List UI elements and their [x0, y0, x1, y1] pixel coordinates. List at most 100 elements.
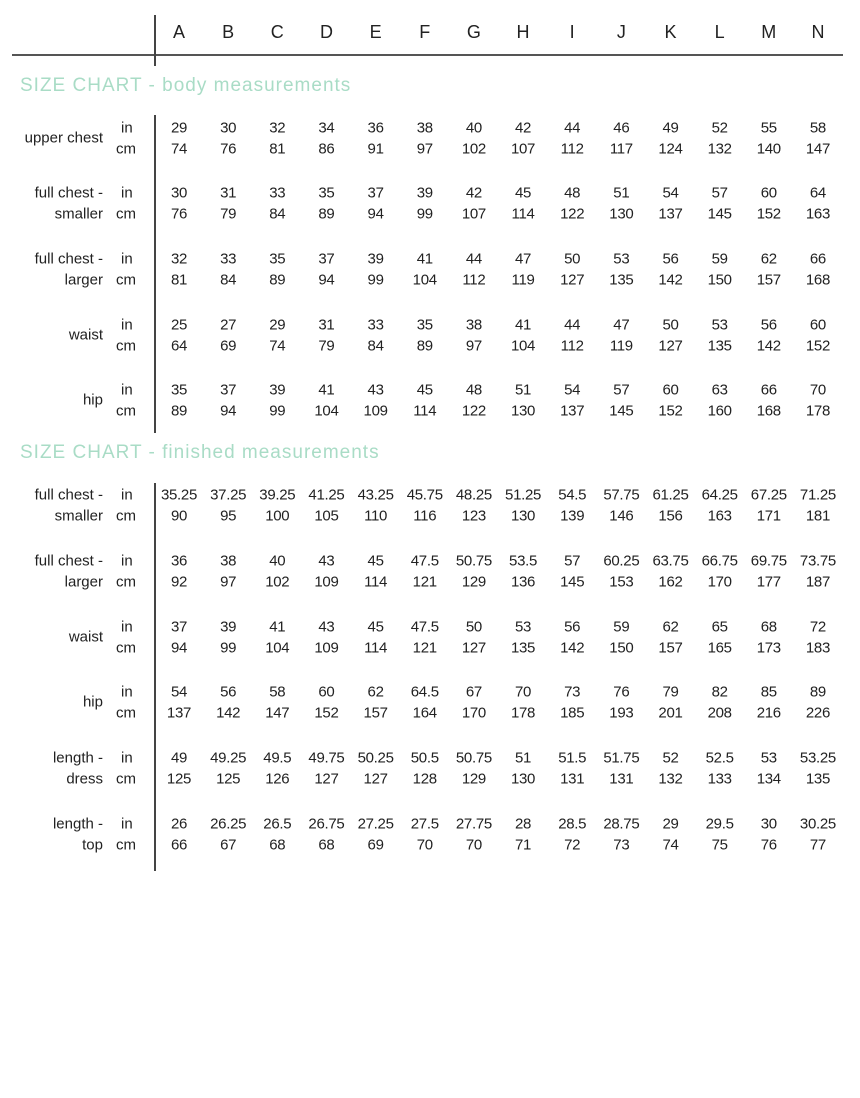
unit-cm: cm	[116, 770, 136, 788]
value-in-M: 53	[760, 749, 777, 767]
unit-cm: cm	[116, 337, 136, 355]
value-in-C: 39	[269, 381, 286, 399]
row-label: dress	[66, 770, 103, 788]
value-cm-B: 79	[220, 205, 237, 223]
value-in-K: 62	[662, 618, 679, 636]
value-cm-N: 181	[805, 507, 831, 525]
value-in-N: 71.25	[799, 486, 836, 504]
value-cm-N: 135	[805, 770, 831, 788]
value-in-C: 41	[269, 618, 286, 636]
value-cm-G: 112	[462, 271, 486, 289]
size-header-B: B	[222, 22, 235, 42]
value-in-J: 28.75	[603, 815, 640, 833]
value-cm-M: 134	[756, 770, 781, 788]
value-in-L: 29.5	[705, 815, 734, 833]
value-cm-C: 104	[265, 639, 290, 657]
value-in-G: 38	[465, 316, 482, 334]
value-in-K: 63.75	[652, 552, 689, 570]
value-in-N: 53.25	[799, 749, 836, 767]
value-in-J: 51.75	[603, 749, 640, 767]
value-cm-C: 99	[269, 402, 286, 420]
value-in-M: 55	[760, 119, 777, 137]
value-in-N: 66	[809, 250, 826, 268]
unit-in: in	[121, 184, 133, 202]
value-in-B: 38	[220, 552, 237, 570]
value-cm-H: 178	[510, 704, 536, 722]
value-in-I: 57	[564, 552, 581, 570]
value-cm-C: 68	[269, 836, 286, 854]
value-cm-A: 66	[170, 836, 188, 854]
value-cm-J: 131	[609, 770, 634, 788]
value-cm-D: 127	[314, 770, 339, 788]
value-cm-F: 89	[416, 337, 433, 355]
value-in-M: 30	[760, 815, 777, 833]
value-in-J: 76	[613, 683, 630, 701]
value-in-B: 56	[220, 683, 237, 701]
value-in-K: 52	[662, 749, 679, 767]
value-in-C: 26.5	[263, 815, 292, 833]
value-cm-D: 152	[314, 704, 339, 722]
value-in-H: 70	[515, 683, 532, 701]
value-in-D: 43	[318, 618, 335, 636]
value-in-E: 37	[367, 184, 384, 202]
value-cm-B: 67	[220, 836, 237, 854]
value-in-A: 25	[170, 316, 188, 334]
value-in-J: 57	[613, 381, 630, 399]
value-in-G: 42	[465, 184, 482, 202]
value-cm-M: 168	[756, 402, 781, 420]
value-cm-G: 123	[461, 507, 486, 525]
value-cm-I: 142	[560, 639, 585, 657]
value-cm-N: 168	[805, 271, 831, 289]
value-cm-H: 71	[515, 836, 532, 854]
value-cm-M: 173	[756, 639, 781, 657]
row-label: full chest -	[34, 552, 103, 570]
size-header-I: I	[569, 22, 575, 42]
value-in-H: 51	[515, 749, 532, 767]
value-in-I: 44	[564, 119, 581, 137]
value-in-H: 51	[515, 381, 532, 399]
value-in-D: 60	[318, 683, 335, 701]
value-cm-D: 109	[314, 573, 339, 591]
value-cm-H: 130	[510, 770, 536, 788]
value-in-A: 30	[170, 184, 188, 202]
value-in-L: 57	[711, 184, 728, 202]
unit-cm: cm	[116, 507, 136, 525]
value-in-C: 40	[269, 552, 286, 570]
value-in-G: 27.75	[455, 815, 492, 833]
value-in-E: 43	[367, 381, 384, 399]
value-cm-B: 94	[220, 402, 237, 420]
value-in-M: 68	[760, 618, 777, 636]
value-cm-N: 187	[805, 573, 831, 591]
value-cm-J: 73	[613, 836, 630, 854]
value-cm-G: 70	[465, 836, 482, 854]
value-in-B: 27	[220, 316, 237, 334]
value-in-F: 64.5	[410, 683, 439, 701]
value-in-D: 37	[318, 250, 335, 268]
value-in-E: 39	[367, 250, 384, 268]
value-in-N: 89	[809, 683, 826, 701]
value-cm-B: 125	[216, 770, 241, 788]
value-in-C: 35	[269, 250, 286, 268]
value-cm-H: 130	[510, 402, 536, 420]
value-in-E: 45	[367, 552, 384, 570]
value-cm-L: 145	[707, 205, 732, 223]
value-in-E: 33	[367, 316, 384, 334]
value-cm-B: 99	[220, 639, 237, 657]
value-cm-M: 177	[756, 573, 781, 591]
value-cm-A: 89	[170, 402, 188, 420]
value-cm-D: 86	[318, 140, 335, 158]
value-cm-E: 157	[363, 704, 388, 722]
value-in-B: 33	[220, 250, 237, 268]
value-cm-C: 126	[265, 770, 290, 788]
value-in-B: 30	[220, 119, 237, 137]
section-title: SIZE CHART - body measurements	[20, 75, 352, 96]
unit-in: in	[121, 381, 133, 399]
value-in-F: 50.5	[410, 749, 439, 767]
value-cm-A: 74	[170, 140, 188, 158]
unit-in: in	[121, 815, 133, 833]
value-in-G: 50.75	[455, 749, 492, 767]
value-cm-I: 139	[560, 507, 585, 525]
value-cm-G: 97	[465, 337, 482, 355]
value-cm-D: 89	[318, 205, 335, 223]
row-label: full chest -	[34, 250, 103, 268]
